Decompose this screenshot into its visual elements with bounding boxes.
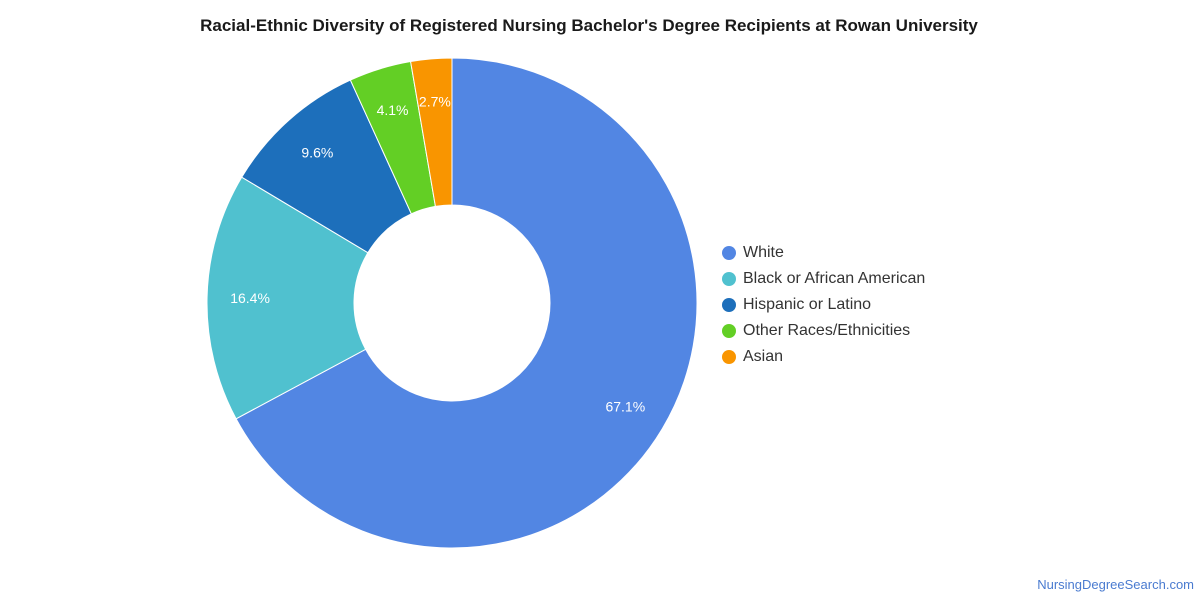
legend-swatch xyxy=(722,298,736,312)
slice-black-or-african-american[interactable] xyxy=(206,176,369,420)
slice-white[interactable] xyxy=(235,57,698,549)
legend-item[interactable]: White xyxy=(722,240,925,266)
legend-label: Black or African American xyxy=(743,270,926,287)
legend-item[interactable]: Hispanic or Latino xyxy=(722,292,925,318)
legend-swatch xyxy=(722,246,736,260)
slice-asian[interactable] xyxy=(410,57,453,207)
legend-swatch xyxy=(722,272,736,286)
chart-title: Racial-Ethnic Diversity of Registered Nu… xyxy=(200,16,978,35)
slice-label: 2.7% xyxy=(419,94,451,110)
slice-label: 16.4% xyxy=(230,290,270,306)
legend-label: Other Races/Ethnicities xyxy=(743,322,911,339)
slice-label: 9.6% xyxy=(301,144,333,160)
legend-label: Hispanic or Latino xyxy=(743,296,872,313)
legend-label: Asian xyxy=(743,348,784,365)
legend-item[interactable]: Asian xyxy=(722,344,925,370)
source-watermark[interactable]: NursingDegreeSearch.com xyxy=(1037,577,1194,592)
legend-item[interactable]: Other Races/Ethnicities xyxy=(722,318,925,344)
slice-label: 4.1% xyxy=(377,102,409,118)
slice-label: 67.1% xyxy=(605,399,645,415)
legend-swatch xyxy=(722,350,736,364)
chart-legend: White Black or African American Hispanic o… xyxy=(722,240,925,370)
legend-swatch xyxy=(722,324,736,338)
legend-item[interactable]: Black or African American xyxy=(722,266,925,292)
legend-label: White xyxy=(743,244,784,261)
